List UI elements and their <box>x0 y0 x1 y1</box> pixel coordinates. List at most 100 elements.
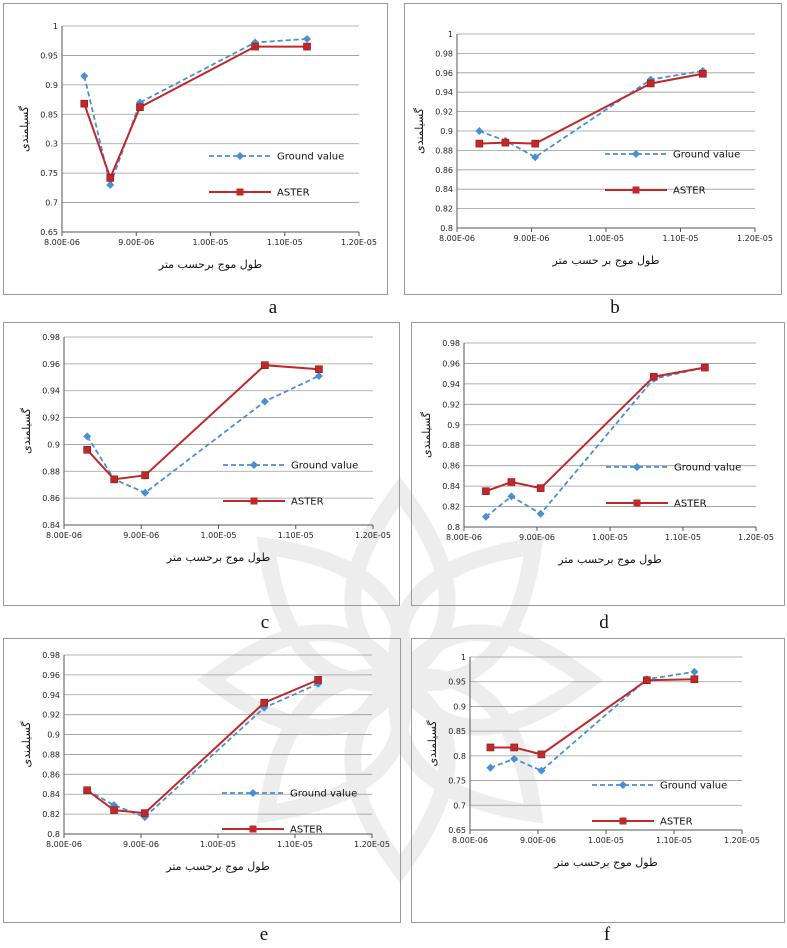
data-point-aster-f <box>643 676 651 685</box>
y-tick-label-c: 0.86 <box>42 494 60 503</box>
y-tick-label-a: 0.7 <box>45 199 58 208</box>
x-tick-label-c: 1.20E-05 <box>355 531 391 540</box>
y-tick-label-e: 0.86 <box>42 770 60 779</box>
legend-marker-ground-d <box>633 463 641 471</box>
series-line-ground-d <box>485 366 706 518</box>
legend-marker-aster-f <box>619 817 627 825</box>
y-tick-label-d: 0.92 <box>442 400 460 409</box>
x-axis-label-f: طول موج برحسب متر <box>553 856 658 869</box>
y-axis-label-a: گسیلمندی <box>18 105 31 152</box>
data-point-aster-e <box>110 806 118 814</box>
chart-svg-a: 0.65 0.7 0.75 0.3 0.85 0.9 0.95 1 8.00E-06 9.00E-… <box>18 22 377 271</box>
y-tick-label-a: 0.95 <box>40 51 58 60</box>
data-point-aster-f <box>537 750 546 759</box>
y-tick-label-e: 0.92 <box>42 711 60 720</box>
x-tick-label-a: 1.00E-05 <box>193 238 229 247</box>
legend-label-aster-b: ASTER <box>673 186 706 197</box>
legend-marker-aster-d <box>633 499 641 507</box>
chart-panel-b: 0.8 0.82 0.84 0.86 0.88 0.9 0.92 0.94 0.96 0.98 1 8… <box>404 3 782 295</box>
chart-svg-e: 0.8 0.82 0.84 0.86 0.88 0.9 0.92 0.94 0.96 0.98 8.… <box>20 651 390 873</box>
legend-label-ground-d: Ground value <box>674 463 741 474</box>
data-point-ground-c <box>83 432 92 441</box>
y-tick-label-b: 0.82 <box>435 205 453 214</box>
series-line-aster-f <box>490 678 695 756</box>
legend-marker-ground-b <box>632 150 640 158</box>
y-tick-label-c: 0.84 <box>42 521 60 530</box>
x-tick-label-e: 8.00E-06 <box>46 840 82 849</box>
y-tick-label-b: 0.88 <box>435 146 453 155</box>
chart-panel-f: 0.65 0.7 0.75 0.8 0.85 0.9 0.95 1 8.00E-06 9.00E-… <box>411 638 785 923</box>
caption-d: d <box>599 612 609 633</box>
x-tick-label-d: 1.10E-05 <box>665 533 701 542</box>
data-point-ground-a <box>80 72 89 81</box>
y-tick-label-e: 0.8 <box>47 830 60 839</box>
y-tick-label-d: 0.96 <box>442 359 460 368</box>
y-tick-label-d: 0.94 <box>442 380 460 389</box>
legend-marker-aster-a <box>236 188 244 196</box>
y-tick-label-f: 0.95 <box>448 678 466 687</box>
y-tick-label-a: 0.9 <box>45 81 58 90</box>
y-tick-label-e: 0.82 <box>42 810 60 819</box>
x-tick-label-b: 1.00E-05 <box>588 234 624 243</box>
series-line-ground-b <box>479 69 703 159</box>
y-tick-label-d: 0.8 <box>447 523 460 532</box>
data-point-aster-b <box>531 139 540 148</box>
data-point-aster-e <box>141 809 149 817</box>
data-point-aster-f <box>486 743 495 752</box>
x-axis-label-b: طول موج بر حسب متر <box>552 254 660 267</box>
data-point-ground-f <box>537 766 546 775</box>
legend-label-ground-e: Ground value <box>290 789 357 800</box>
data-point-aster-b <box>646 79 655 88</box>
x-tick-label-c: 9.00E-06 <box>123 531 159 540</box>
data-point-aster-d <box>701 363 709 372</box>
series-line-aster-e <box>86 678 319 815</box>
y-tick-label-b: 0.84 <box>435 185 453 194</box>
x-tick-label-e: 1.20E-05 <box>354 840 390 849</box>
y-tick-label-d: 0.86 <box>442 462 460 471</box>
data-point-ground-d <box>536 509 545 518</box>
y-tick-label-c: 0.98 <box>42 333 60 342</box>
data-point-ground-d <box>507 492 516 501</box>
data-point-ground-d <box>481 512 490 521</box>
x-tick-label-f: 9.00E-06 <box>520 836 556 845</box>
data-point-ground-f <box>510 754 519 763</box>
y-tick-label-f: 0.65 <box>448 826 466 835</box>
y-tick-label-c: 0.9 <box>47 440 60 449</box>
series-line-ground-a <box>83 38 308 189</box>
legend-label-aster-c: ASTER <box>291 497 324 508</box>
x-tick-label-d: 9.00E-06 <box>519 533 555 542</box>
y-tick-label-b: 0.96 <box>435 69 453 78</box>
y-tick-label-f: 0.8 <box>453 752 466 761</box>
y-axis-label-b: گسیلمندی <box>413 107 426 154</box>
data-point-aster-e <box>260 698 269 707</box>
data-point-aster-e <box>83 786 91 795</box>
legend-label-ground-f: Ground value <box>660 781 727 792</box>
x-tick-label-a: 8.00E-06 <box>44 238 80 247</box>
data-point-aster-d <box>536 484 545 492</box>
caption-e: e <box>259 924 269 945</box>
y-tick-label-f: 0.85 <box>448 727 466 736</box>
y-tick-label-e: 0.88 <box>42 750 60 759</box>
y-tick-label-b: 0.92 <box>435 108 453 117</box>
x-tick-label-e: 1.00E-05 <box>200 840 236 849</box>
data-point-ground-a <box>106 180 115 189</box>
x-tick-label-b: 8.00E-06 <box>439 234 475 243</box>
x-tick-label-b: 1.20E-05 <box>737 234 773 243</box>
y-tick-label-e: 0.9 <box>47 731 60 740</box>
data-point-aster-c <box>315 365 323 374</box>
y-tick-label-d: 0.9 <box>447 421 460 430</box>
x-tick-label-f: 1.20E-05 <box>724 836 760 845</box>
x-tick-label-b: 9.00E-06 <box>514 234 550 243</box>
data-point-aster-d <box>650 372 658 381</box>
y-tick-label-d: 0.98 <box>442 339 460 348</box>
x-tick-label-c: 1.00E-05 <box>201 531 237 540</box>
y-tick-label-f: 0.9 <box>453 702 466 711</box>
y-tick-label-f: 0.75 <box>448 777 466 786</box>
data-point-aster-a <box>106 174 115 182</box>
legend-label-ground-c: Ground value <box>291 461 358 472</box>
data-point-aster-b <box>699 69 707 78</box>
legend-marker-ground-c <box>250 461 258 469</box>
y-tick-label-e: 0.84 <box>42 790 60 799</box>
x-axis-label-c: طول موج برحسب متر <box>166 551 271 564</box>
y-tick-label-c: 0.94 <box>42 387 60 396</box>
